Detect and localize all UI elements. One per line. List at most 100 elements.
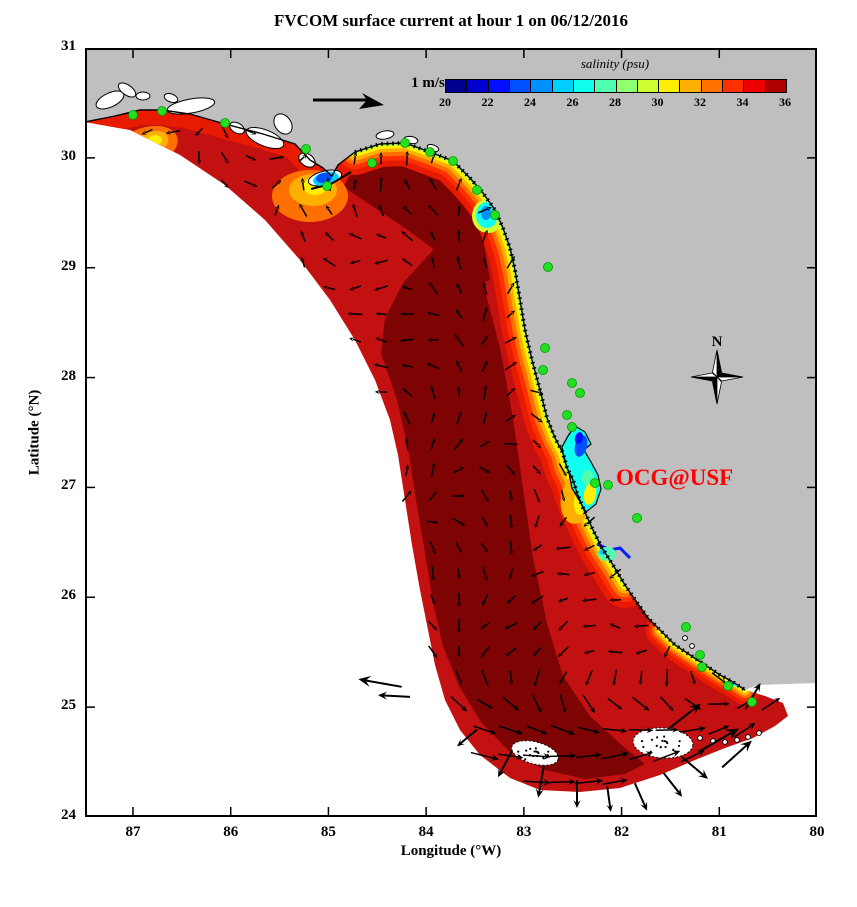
station-dot: [425, 147, 435, 157]
compass-rose-icon: [690, 349, 744, 405]
station-dot: [575, 388, 585, 398]
colorbar-segment: [723, 80, 745, 92]
small-island: [689, 643, 695, 649]
x-tick-label: 81: [711, 824, 727, 840]
station-dot: [540, 343, 550, 353]
colorbar-tick-label: 28: [609, 95, 621, 109]
colorbar-segment: [509, 80, 532, 92]
colorbar-label: salinity (psu): [580, 56, 650, 71]
boundary-current-jets: [358, 675, 761, 812]
x-tick-label: 85: [320, 824, 336, 840]
coastal-bay: [163, 93, 179, 103]
colorbar-tick-label: 36: [779, 95, 791, 109]
colorbar-tick-label: 32: [694, 95, 706, 109]
colorbar-segment: [680, 80, 702, 92]
colorbar-segment: [467, 80, 489, 92]
station-dot: [603, 480, 613, 490]
colorbar-segment: [616, 80, 638, 92]
station-dot: [128, 110, 138, 120]
colorbar-segment: [659, 80, 681, 92]
plot-title: FVCOM surface current at hour 1 on 06/12…: [274, 11, 628, 30]
colorbar-tick-label: 34: [736, 95, 749, 109]
y-tick-label: 30: [61, 147, 76, 164]
small-island: [697, 735, 703, 741]
station-dot: [590, 478, 600, 488]
x-tick-label: 80: [809, 824, 825, 840]
map-canvas: [85, 48, 817, 817]
colorbar-segment: [531, 80, 553, 92]
station-dot: [448, 156, 458, 166]
x-axis-label: Longitude (°W): [400, 843, 502, 859]
y-tick-label: 29: [61, 257, 76, 274]
station-dot: [322, 181, 332, 191]
station-dot: [157, 106, 167, 116]
station-dot: [301, 144, 311, 154]
colorbar-segment: [595, 80, 617, 92]
land-region: [85, 48, 817, 690]
small-island: [745, 734, 751, 740]
coastal-bay: [135, 91, 151, 101]
station-dot: [472, 185, 482, 195]
station-dot: [400, 138, 410, 148]
plot-frame: [85, 48, 817, 817]
station-dot: [490, 210, 500, 220]
colorbar-tick-label: 30: [651, 95, 664, 109]
scale-arrow-icon: [313, 93, 384, 109]
small-island: [756, 730, 762, 736]
station-dot: [723, 681, 733, 691]
station-dot: [367, 158, 377, 168]
y-tick-label: 27: [61, 477, 76, 494]
coastal-bay: [298, 152, 316, 168]
station-annotation: OCG@USF: [616, 465, 734, 490]
station-dot: [632, 513, 642, 523]
colorbar-segment: [637, 80, 660, 92]
current-vectors: [141, 125, 781, 786]
x-tick-label: 83: [516, 824, 532, 840]
x-tick-label: 82: [614, 824, 630, 840]
island-group: [511, 740, 559, 766]
small-island: [682, 635, 688, 641]
observation-stations: [128, 106, 757, 707]
coastal-bay: [375, 130, 395, 140]
colorbar-segment: [701, 80, 724, 92]
coastline: [85, 109, 746, 691]
compass-north-label: N: [711, 334, 723, 350]
scale-arrow-label: 1 m/s: [411, 75, 445, 91]
station-dot: [567, 422, 577, 432]
station-dot: [567, 378, 577, 388]
x-tick-label: 84: [418, 824, 434, 840]
station-dot: [697, 662, 707, 672]
coastal-bay: [229, 121, 245, 135]
y-tick-label: 25: [61, 697, 76, 714]
colorbar-segment: [488, 80, 510, 92]
colorbar-tick-label: 24: [524, 95, 536, 109]
colorbar-segment: [552, 80, 574, 92]
coastal-bay: [117, 82, 137, 98]
x-tick-label: 87: [125, 824, 141, 840]
colorbar-segment: [573, 80, 596, 92]
plot-area: [85, 48, 817, 817]
station-dot: [543, 262, 553, 272]
colorbar-segment: [446, 80, 468, 92]
colorbar: [445, 79, 787, 93]
small-island: [722, 739, 728, 745]
coastal-bay: [273, 113, 293, 135]
station-dot: [538, 365, 548, 375]
y-tick-label: 24: [61, 806, 76, 823]
y-tick-label: 26: [61, 587, 76, 604]
colorbar-tick-label: 26: [566, 95, 579, 109]
small-island: [734, 737, 740, 743]
colorbar-segment: [744, 80, 766, 92]
station-dot: [747, 697, 757, 707]
y-tick-label: 31: [61, 38, 76, 54]
colorbar-tick-label: 22: [481, 95, 494, 109]
x-tick-label: 86: [223, 824, 239, 840]
y-tick-label: 28: [61, 367, 76, 384]
colorbar-tick-label: 20: [439, 95, 451, 109]
station-dot: [695, 650, 705, 660]
colorbar-segment: [765, 80, 786, 92]
station-dot: [562, 410, 572, 420]
station-dot: [681, 622, 691, 632]
station-dot: [220, 118, 230, 128]
